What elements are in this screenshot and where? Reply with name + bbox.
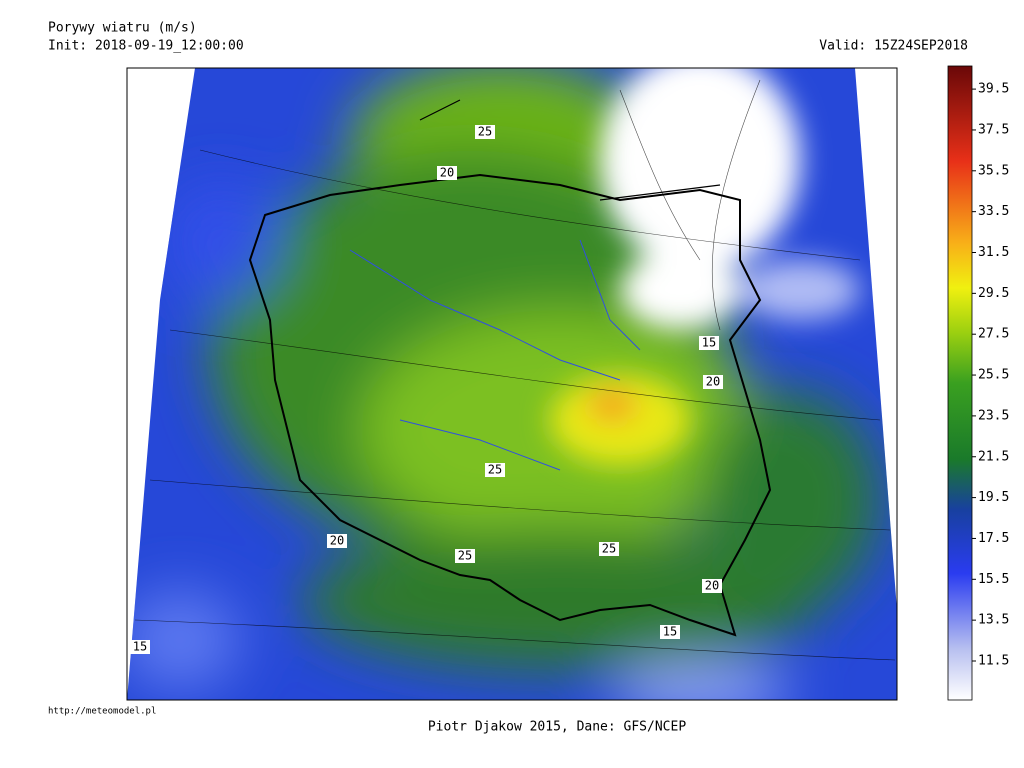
colorbar-label: 33.5 [978,204,1009,219]
contour-label: 15 [133,640,147,654]
contour-label: 15 [663,625,677,639]
contour-label: 20 [705,579,719,593]
colorbar-label: 35.5 [978,163,1009,178]
colorbar-scale [947,65,973,701]
colorbar-label: 15.5 [978,572,1009,587]
contour-label: 25 [478,125,492,139]
colorbar-label: 25.5 [978,368,1009,383]
valid-time: Valid: 15Z24SEP2018 [819,39,968,54]
contour-label-box [702,579,722,593]
title: Porywy wiatru (m/s) [48,21,197,36]
contour-label: 20 [440,166,454,180]
contour-label-box [703,375,723,389]
colorbar-label: 11.5 [978,654,1009,669]
map: 25 20 15 20 25 20 25 25 20 15 15 [126,67,898,701]
contour-label-box [599,542,619,556]
contour-label-box [437,166,457,180]
colorbar-label: 13.5 [978,613,1009,628]
colorbar-label: 29.5 [978,286,1009,301]
contour-label-box [699,336,719,350]
contour-label-box [327,534,347,548]
contour-label-box [455,549,475,563]
contour-label-box [660,625,680,639]
init-time: Init: 2018-09-19_12:00:00 [48,39,244,54]
colorbar-label: 21.5 [978,449,1009,464]
contour-label-box [475,125,495,139]
colorbar-label: 37.5 [978,122,1009,137]
contour-label-box [130,640,150,654]
colorbar-label: 31.5 [978,245,1009,260]
colorbar-label: 19.5 [978,490,1009,505]
source-url: http://meteomodel.pl [48,707,156,717]
contour-label: 25 [488,463,502,477]
contour-label: 25 [458,549,472,563]
contour-labels: 25 20 15 20 25 20 25 25 20 15 15 [130,125,723,654]
credit: Piotr Djakow 2015, Dane: GFS/NCEP [428,720,686,735]
colorbar: 11.5 13.5 15.5 17.5 19.5 21.5 23.5 25.5 27.5 29.5… [947,65,1009,701]
contour-label-box [485,463,505,477]
colorbar-label: 39.5 [978,82,1009,97]
contour-label: 20 [330,534,344,548]
colorbar-label: 23.5 [978,408,1009,423]
colorbar-label: 27.5 [978,327,1009,342]
contour-label: 20 [706,375,720,389]
colorbar-label: 17.5 [978,531,1009,546]
contour-label: 15 [702,336,716,350]
border [248,173,772,637]
contour-label: 25 [602,542,616,556]
